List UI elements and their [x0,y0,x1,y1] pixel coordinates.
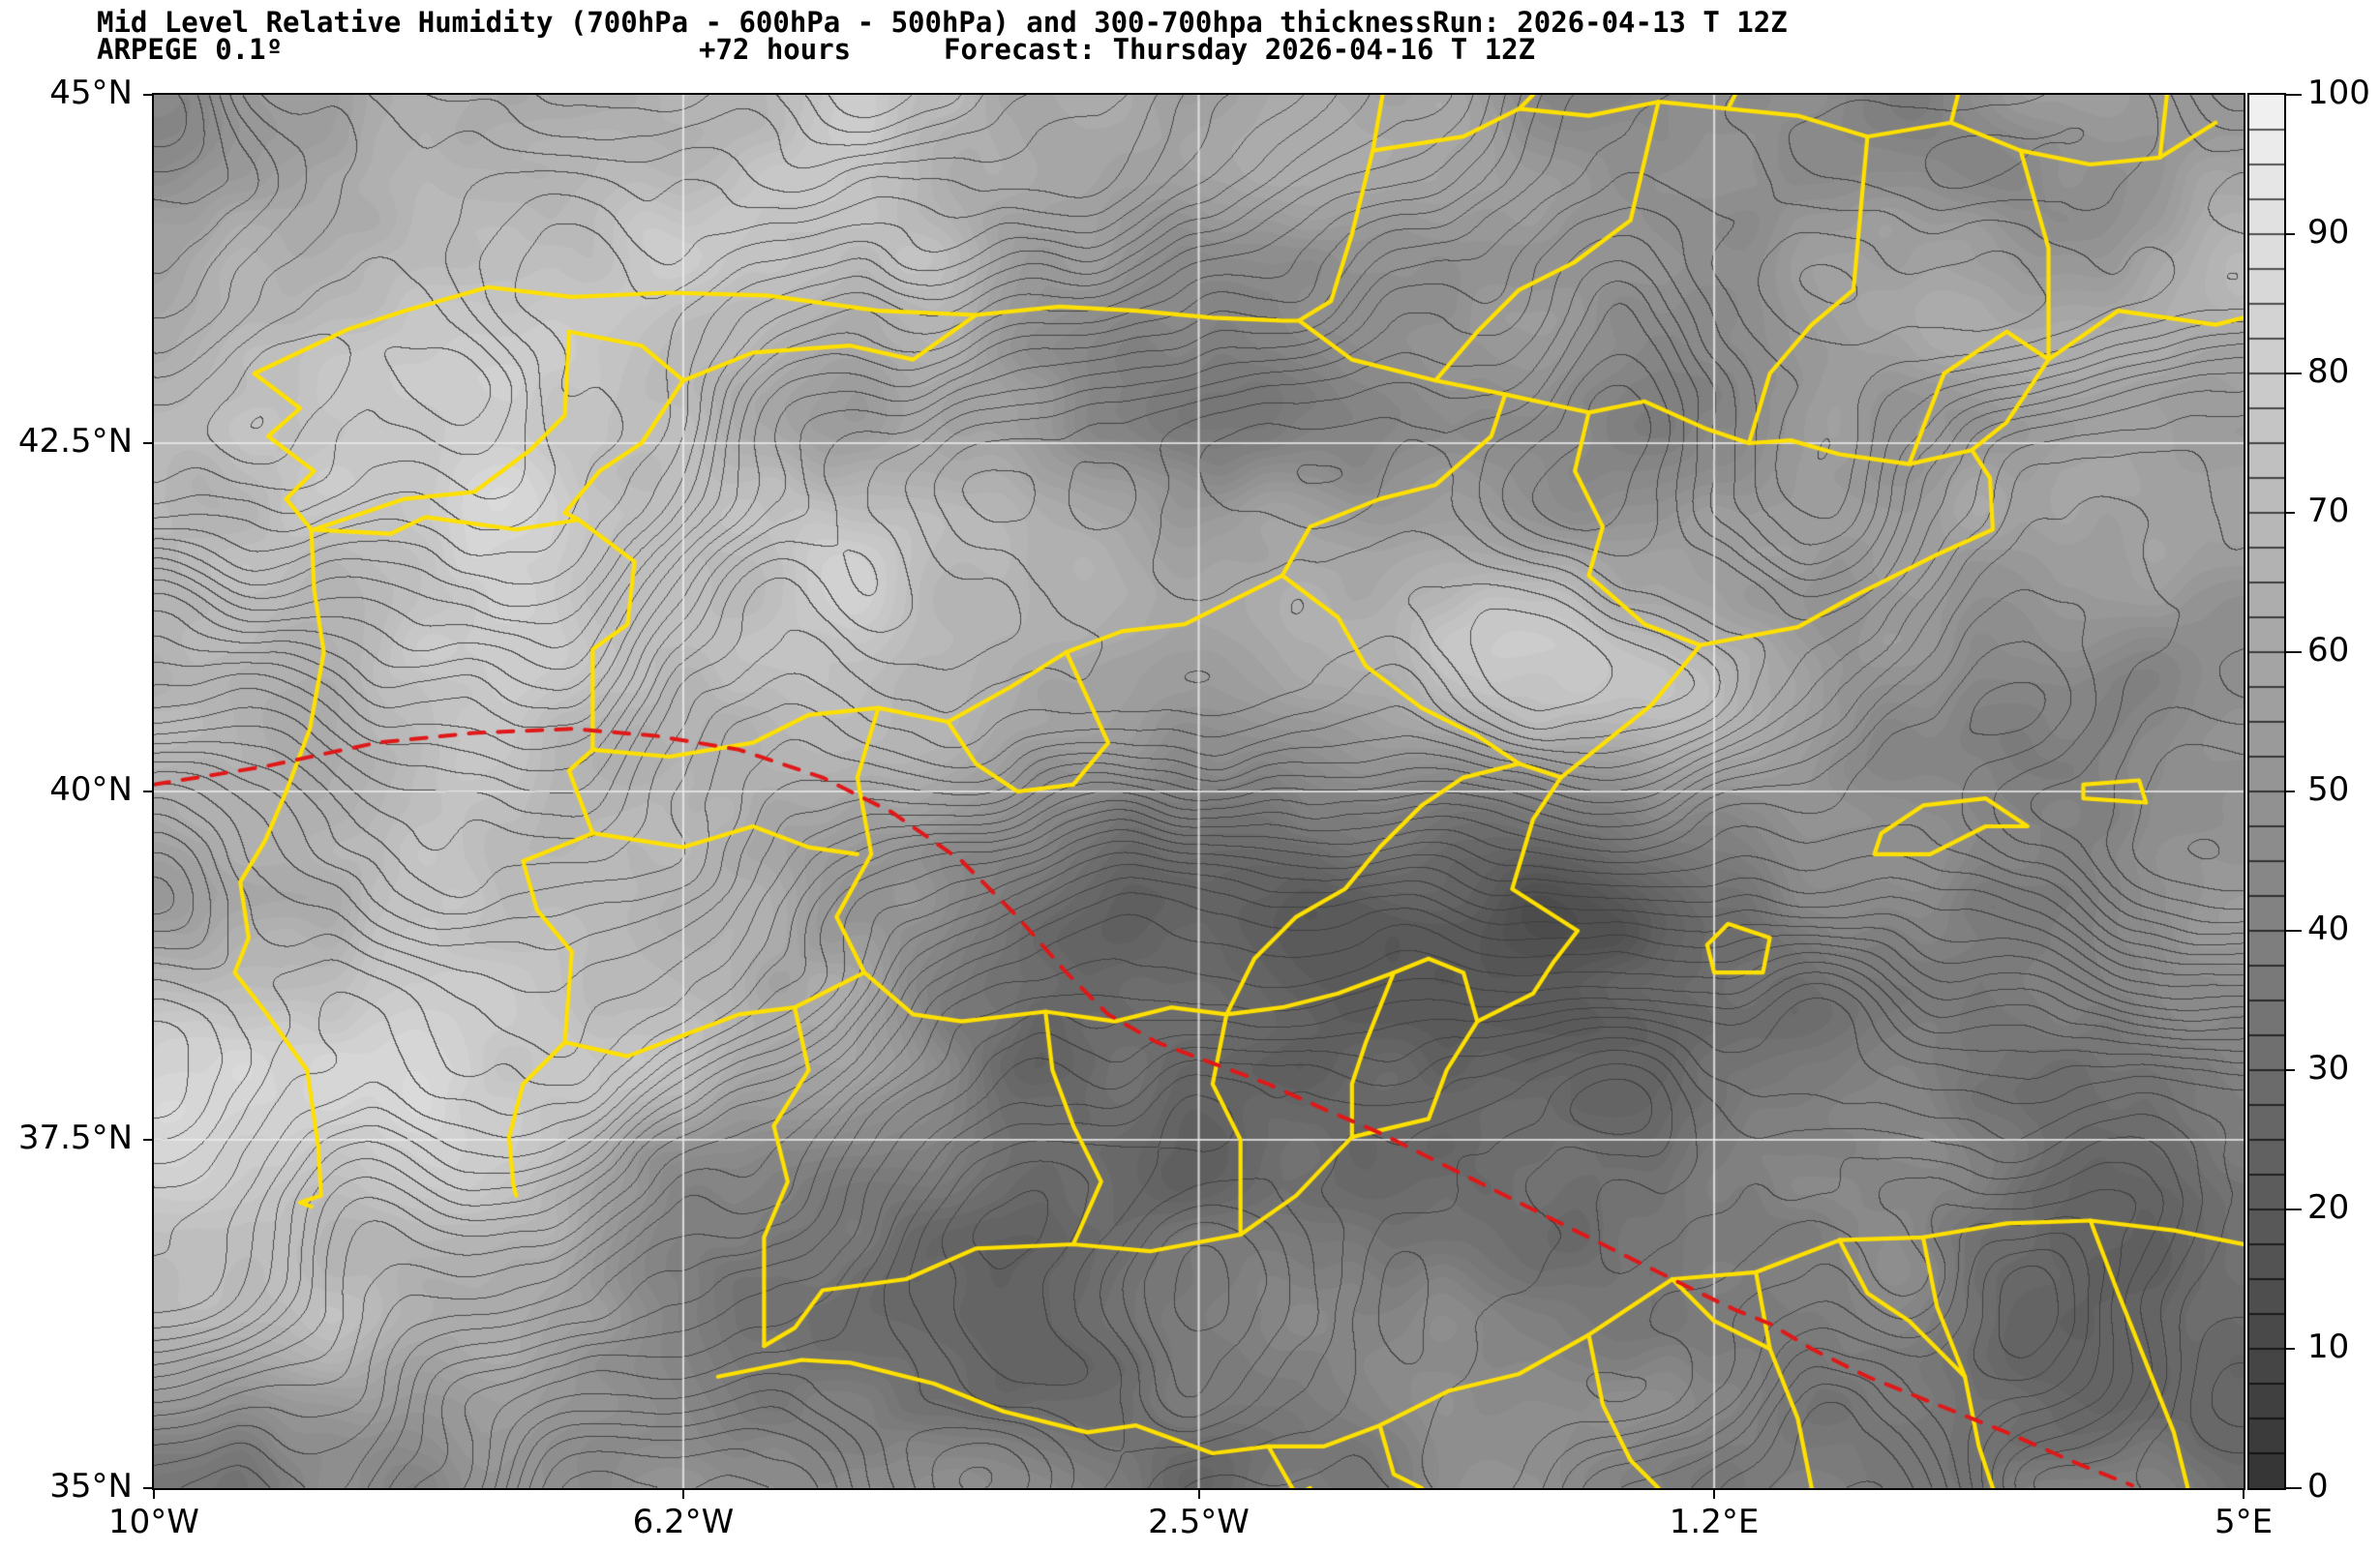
forecast-hour-label: +72 hours [699,33,852,66]
humidity-field-canvas [154,95,2244,1488]
colorbar-tick [2286,1487,2302,1489]
colorbar-label: 90 [2307,213,2350,252]
colorbar [2247,93,2286,1490]
colorbar-label: 20 [2307,1188,2350,1227]
x-axis-label: 6.2°W [632,1503,735,1541]
y-axis-tick [143,791,152,792]
colorbar-gradient [2249,95,2284,1488]
page-title: Mid Level Relative Humidity (700hPa - 60… [97,6,1432,39]
colorbar-tick [2286,373,2302,374]
map-plot-area[interactable] [152,93,2245,1490]
colorbar-tick [2286,791,2295,792]
colorbar-tick [2286,1209,2302,1210]
y-axis-tick [143,442,152,444]
x-axis-tick [1713,1490,1716,1499]
colorbar-tick [2286,94,2302,96]
colorbar-label: 30 [2307,1049,2350,1088]
y-axis-label: 42.5°N [17,422,133,461]
colorbar-label: 50 [2307,770,2350,809]
colorbar-tick [2286,651,2302,653]
colorbar-tick [2286,512,2295,514]
colorbar-label: 100 [2307,74,2370,112]
colorbar-tick [2286,1069,2295,1071]
y-axis-tick [143,94,152,96]
y-axis-label: 37.5°N [17,1119,133,1157]
colorbar-label: 0 [2307,1467,2329,1506]
y-axis-tick [143,1487,152,1489]
x-axis-tick [153,1490,155,1499]
y-axis-label: 45°N [49,74,133,112]
y-axis-label: 35°N [49,1467,133,1506]
x-axis-label: 10°W [108,1503,199,1541]
colorbar-label: 70 [2307,492,2350,530]
run-timestamp: Run: 2026-04-13 T 12Z [1432,6,1788,39]
colorbar-label: 40 [2307,910,2350,948]
x-axis-label: 2.5°W [1148,1503,1250,1541]
colorbar-tick [2286,233,2295,235]
x-axis-tick [2243,1490,2244,1499]
x-axis-tick [1197,1490,1200,1499]
x-axis-label: 5°E [2214,1503,2274,1541]
x-axis-tick [681,1490,684,1499]
colorbar-label: 10 [2307,1328,2350,1366]
colorbar-tick [2286,930,2302,932]
y-axis-tick [143,1139,152,1141]
colorbar-label: 80 [2307,352,2350,391]
colorbar-tick [2286,1348,2295,1350]
x-axis-label: 1.2°E [1669,1503,1760,1541]
y-axis-label: 40°N [49,770,133,809]
model-label: ARPEGE 0.1º [97,33,284,66]
forecast-valid-label: Forecast: Thursday 2026-04-16 T 12Z [944,33,1536,66]
colorbar-label: 60 [2307,631,2350,670]
